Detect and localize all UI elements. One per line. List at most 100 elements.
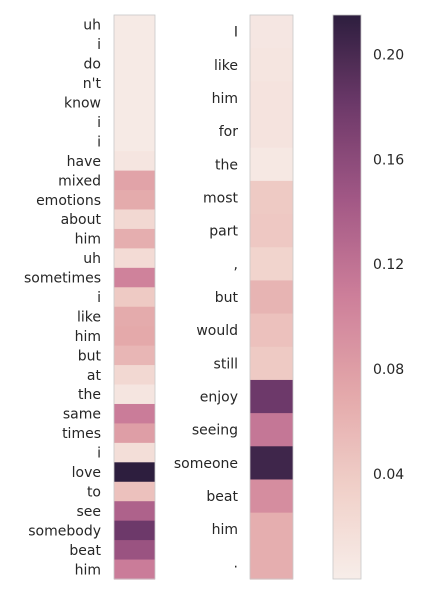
heatmap-cell bbox=[114, 384, 155, 405]
heatmap-cell bbox=[250, 446, 293, 481]
heatmap-cell bbox=[114, 287, 155, 308]
token-label: emotions bbox=[36, 193, 101, 209]
heatmap-cell bbox=[114, 481, 155, 502]
heatmap-cell bbox=[114, 462, 155, 483]
heatmap-cell bbox=[250, 379, 293, 414]
token-label: him bbox=[75, 562, 101, 578]
heatmap-cell bbox=[114, 15, 155, 36]
heatmap-cell bbox=[250, 147, 293, 182]
heatmap-cell bbox=[250, 114, 293, 149]
token-label: but bbox=[78, 348, 102, 364]
heatmap-cell bbox=[114, 92, 155, 113]
token-label: beat bbox=[69, 543, 101, 559]
token-label: uh bbox=[83, 251, 101, 267]
token-label: somebody bbox=[28, 523, 101, 539]
heatmap-cell bbox=[114, 423, 155, 444]
heatmap-cell bbox=[250, 313, 293, 348]
token-label: like bbox=[214, 58, 238, 74]
token-label: n't bbox=[83, 76, 102, 92]
heatmap-cell bbox=[114, 520, 155, 541]
token-label: to bbox=[87, 484, 101, 500]
token-label: part bbox=[209, 224, 238, 240]
token-label: do bbox=[84, 57, 101, 73]
heatmap-cell bbox=[114, 170, 155, 191]
token-label: him bbox=[75, 232, 101, 248]
heatmap-cell bbox=[114, 228, 155, 249]
colorbar-tick-label: 0.12 bbox=[373, 257, 404, 273]
token-label: , bbox=[234, 257, 238, 273]
heatmap-cell bbox=[114, 540, 155, 561]
heatmap-cell bbox=[114, 267, 155, 288]
colorbar: 0.04 0.08 0.12 0.16 0.20 bbox=[332, 14, 404, 580]
token-label: same bbox=[63, 407, 101, 423]
token-label: him bbox=[212, 522, 238, 538]
token-label: the bbox=[215, 157, 238, 173]
token-label: him bbox=[212, 91, 238, 107]
token-label: but bbox=[215, 290, 239, 306]
heatmap-cell bbox=[114, 73, 155, 94]
token-label: uh bbox=[83, 18, 101, 34]
token-label: him bbox=[75, 329, 101, 345]
token-label: at bbox=[87, 368, 102, 384]
heatmap-cell bbox=[250, 512, 293, 547]
token-label: would bbox=[196, 323, 238, 339]
heatmap-cell bbox=[114, 151, 155, 172]
token-label: for bbox=[219, 124, 238, 140]
token-label: know bbox=[64, 96, 101, 112]
token-label: I bbox=[234, 25, 238, 41]
colorbar-tick-label: 0.16 bbox=[373, 152, 404, 168]
token-label: still bbox=[214, 356, 238, 372]
token-label: the bbox=[78, 387, 101, 403]
token-label: about bbox=[61, 212, 102, 228]
token-label: have bbox=[67, 154, 101, 170]
token-label: see bbox=[76, 504, 101, 520]
token-label: . bbox=[234, 555, 238, 571]
heatmap-cell bbox=[250, 479, 293, 514]
heatmap-cell bbox=[250, 15, 293, 49]
heatmap-cell bbox=[114, 326, 155, 347]
colorbar-gradient bbox=[333, 15, 361, 579]
heatmap-cell bbox=[250, 280, 293, 315]
heatmap-frame bbox=[249, 14, 294, 580]
heatmap-cell bbox=[250, 48, 293, 82]
heatmap-cell bbox=[114, 209, 155, 230]
colorbar-tick-label: 0.08 bbox=[373, 362, 404, 378]
heatmap-cell bbox=[114, 248, 155, 269]
colorbar-tick-label: 0.20 bbox=[373, 47, 404, 63]
token-label: seeing bbox=[192, 423, 238, 439]
token-label: love bbox=[72, 465, 101, 481]
heatmap-cell bbox=[250, 545, 293, 580]
heatmap-cell bbox=[114, 112, 155, 133]
token-label: i bbox=[97, 115, 101, 131]
heatmap-cell bbox=[114, 501, 155, 522]
heatmap-1: uhidon'tknowiihavemixedemotionsabouthimu… bbox=[24, 14, 156, 580]
heatmap-cell bbox=[114, 131, 155, 152]
token-label: i bbox=[97, 37, 101, 53]
colorbar-frame bbox=[332, 14, 362, 580]
heatmap-cell bbox=[114, 53, 155, 74]
heatmap-cell bbox=[114, 442, 155, 463]
heatmap-cell bbox=[114, 559, 155, 580]
heatmap-cell bbox=[114, 345, 155, 366]
heatmap-cell bbox=[250, 81, 293, 116]
heatmap-cell bbox=[250, 346, 293, 381]
heatmap-cell bbox=[250, 180, 293, 215]
heatmap-cell bbox=[114, 403, 155, 425]
heatmap-cell bbox=[114, 306, 155, 327]
token-label: enjoy bbox=[200, 390, 238, 406]
token-label: most bbox=[203, 190, 238, 206]
token-label: beat bbox=[206, 489, 238, 505]
token-label: mixed bbox=[58, 173, 101, 189]
token-label: times bbox=[62, 426, 101, 442]
token-label: like bbox=[77, 309, 101, 325]
token-label: i bbox=[97, 446, 101, 462]
token-label: i bbox=[97, 290, 101, 306]
token-label: i bbox=[97, 134, 101, 150]
heatmap-cell bbox=[250, 413, 293, 447]
token-label: someone bbox=[174, 456, 238, 472]
heatmap-cell bbox=[114, 34, 155, 55]
token-label: sometimes bbox=[24, 271, 101, 287]
heatmap-cell bbox=[114, 190, 155, 211]
